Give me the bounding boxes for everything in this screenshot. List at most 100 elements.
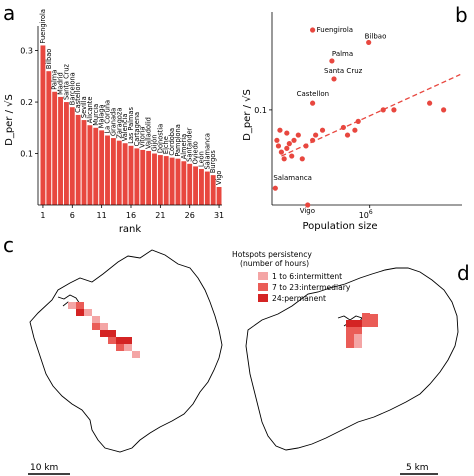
city-annotation: Palma — [332, 50, 353, 58]
x-tick-label-a: 31 — [214, 211, 224, 220]
y-tick-label-a: 0.2 — [20, 98, 33, 107]
bar-label: Gijón — [150, 135, 158, 152]
bar-label: Santa Cruz — [62, 63, 70, 100]
bar-label: Burgos — [209, 150, 217, 174]
bar-label: Alicante — [86, 97, 94, 124]
hotspot-cell — [370, 314, 378, 321]
bar — [58, 96, 63, 205]
x-tick-label-a: 21 — [155, 211, 165, 220]
scatter-point — [391, 107, 397, 113]
bar — [152, 153, 157, 205]
scatter-chart-axes: 0.1 106 — [254, 12, 462, 220]
bar — [81, 120, 87, 205]
bar-label: Malaga — [98, 105, 106, 129]
hotspot-cell — [362, 313, 370, 320]
scatter-point — [303, 143, 309, 149]
map-region-d: 5 km — [245, 267, 459, 475]
scatter-point — [427, 100, 433, 106]
legend-swatch-intermediary — [258, 283, 268, 291]
scatter-point — [275, 143, 282, 149]
bar-label: Salamanca — [203, 133, 211, 169]
y-axis-label-b: D_per / √S — [242, 89, 253, 141]
bar-label: Santander — [186, 127, 194, 161]
bar — [63, 102, 69, 205]
bar — [146, 150, 152, 205]
fit-trend-line — [281, 73, 461, 157]
bar — [199, 168, 204, 205]
scatter-point — [299, 156, 305, 162]
bar — [134, 148, 140, 205]
city-annotation: Salamanca — [273, 174, 312, 182]
x-tick-exponent-b: 6 — [369, 209, 373, 216]
bar — [140, 149, 146, 205]
bar-label: Granada — [109, 108, 117, 136]
bar — [52, 91, 58, 205]
hotspot-cell — [346, 341, 354, 348]
scatter-point — [352, 127, 358, 133]
panel-letter-b: b — [455, 3, 468, 27]
x-tick-label-a: 16 — [126, 211, 136, 220]
scatter-point — [289, 153, 295, 159]
scatter-point — [310, 27, 316, 33]
bar — [128, 145, 134, 205]
scatter-point — [281, 156, 287, 162]
bar — [40, 45, 46, 205]
bar-label: Las Palmas — [127, 107, 135, 144]
bar-label: Bilbao — [45, 49, 53, 69]
scatter-point — [284, 145, 290, 151]
bar-label: Córdoba — [168, 128, 176, 156]
map-outline-d — [245, 267, 459, 451]
bar-label: Valladolid — [145, 117, 153, 149]
bar-label: Elche — [162, 136, 170, 154]
bar-label: Barcelona — [68, 72, 76, 105]
bar-label: León — [197, 151, 205, 167]
bar — [99, 130, 105, 205]
bar-group — [40, 45, 222, 205]
bar — [169, 157, 175, 205]
bar-label: Sevilla — [80, 96, 88, 118]
bar-label: Vigo — [215, 171, 223, 185]
hotspot-cell — [346, 334, 354, 341]
bar — [210, 175, 216, 205]
legend-swatch-intermittent — [258, 272, 268, 280]
x-tick-label-a: 6 — [70, 211, 75, 220]
hotspot-cell — [84, 309, 92, 316]
scatter-point — [277, 127, 283, 133]
bar — [105, 135, 110, 205]
hotspot-cell — [370, 320, 378, 327]
bar — [193, 166, 199, 205]
hotspot-cell-group-d — [346, 313, 378, 348]
scatter-point — [310, 100, 316, 106]
x-tick-label-a: 11 — [97, 211, 107, 220]
bar-label: Donostia — [156, 124, 164, 153]
bar — [204, 171, 210, 205]
hotspot-cell — [68, 302, 76, 309]
scatter-point — [344, 132, 351, 138]
bar-label: Oviedo — [192, 141, 200, 164]
bar-label: Murcia — [92, 104, 100, 126]
hotspot-cell — [108, 330, 116, 337]
bar — [157, 155, 163, 205]
scatter-point — [272, 185, 278, 191]
hotspot-cell — [354, 334, 362, 341]
bar-label: Fuengirola — [39, 9, 47, 43]
bar — [93, 127, 99, 205]
scatter-point — [331, 76, 337, 82]
y-tick-label-b: 0.1 — [254, 106, 267, 115]
bar — [187, 163, 193, 205]
legend-swatch-permanent — [258, 294, 268, 302]
scatter-point — [340, 124, 347, 131]
bar — [87, 125, 93, 205]
panel-letter-a: a — [3, 1, 15, 25]
scatter-point — [305, 202, 311, 208]
bar-label: Cartagena — [133, 112, 141, 146]
bar-label: Palma — [51, 70, 59, 90]
bar-label: Almería — [180, 134, 188, 159]
x-tick-label-a: 26 — [185, 211, 195, 220]
city-annotation: Fuengirola — [317, 26, 353, 34]
city-annotation: Santa Cruz — [324, 67, 363, 75]
y-tick-label-a: 0.1 — [20, 150, 33, 159]
